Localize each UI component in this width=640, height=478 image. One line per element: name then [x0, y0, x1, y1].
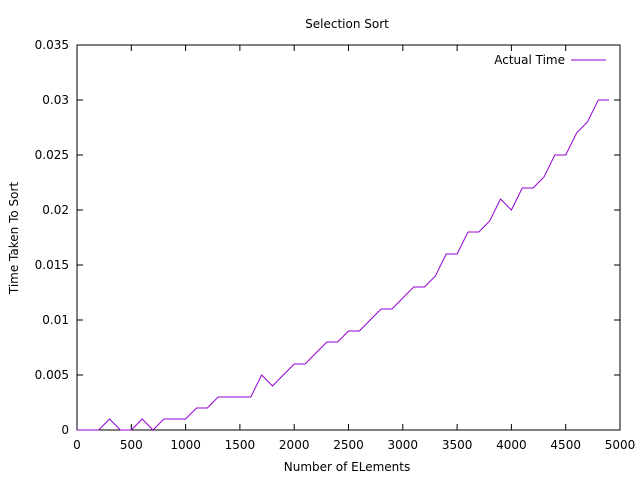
series-line [77, 99, 610, 431]
x-tick-label: 1000 [170, 438, 201, 452]
x-tick-label: 5000 [605, 438, 636, 452]
plot-area [76, 44, 621, 431]
x-tick-label: 1500 [225, 438, 256, 452]
chart-title: Selection Sort [305, 17, 389, 31]
y-tick-label: 0.025 [35, 148, 69, 162]
y-tick-label: 0.005 [35, 368, 69, 382]
y-axis-label: Time Taken To Sort [7, 182, 21, 296]
series-layer [77, 99, 610, 431]
legend-label: Actual Time [494, 53, 565, 67]
legend: Actual Time [494, 53, 606, 67]
x-tick-label: 500 [120, 438, 143, 452]
y-tick-label: 0.01 [42, 313, 69, 327]
y-tick-label: 0.015 [35, 258, 69, 272]
x-axis-ticks: 0 500 1000 1500 2000 2500 3000 3500 4000 4500 5000 [73, 45, 635, 452]
x-tick-label: 4500 [550, 438, 581, 452]
y-tick-label: 0.035 [35, 38, 69, 52]
y-tick-label: 0 [61, 423, 69, 437]
x-tick-label: 2000 [279, 438, 310, 452]
x-tick-label: 0 [73, 438, 81, 452]
x-tick-label: 4000 [496, 438, 527, 452]
x-tick-label: 3500 [442, 438, 473, 452]
y-tick-label: 0.03 [42, 93, 69, 107]
x-tick-label: 3000 [388, 438, 419, 452]
y-axis-ticks: 0 0.005 0.01 0.015 0.02 0.025 0.03 0.035 [35, 38, 620, 437]
y-tick-label: 0.02 [42, 203, 69, 217]
x-tick-label: 2500 [333, 438, 364, 452]
x-axis-label: Number of ELements [284, 460, 410, 474]
plot-frame [76, 44, 621, 431]
